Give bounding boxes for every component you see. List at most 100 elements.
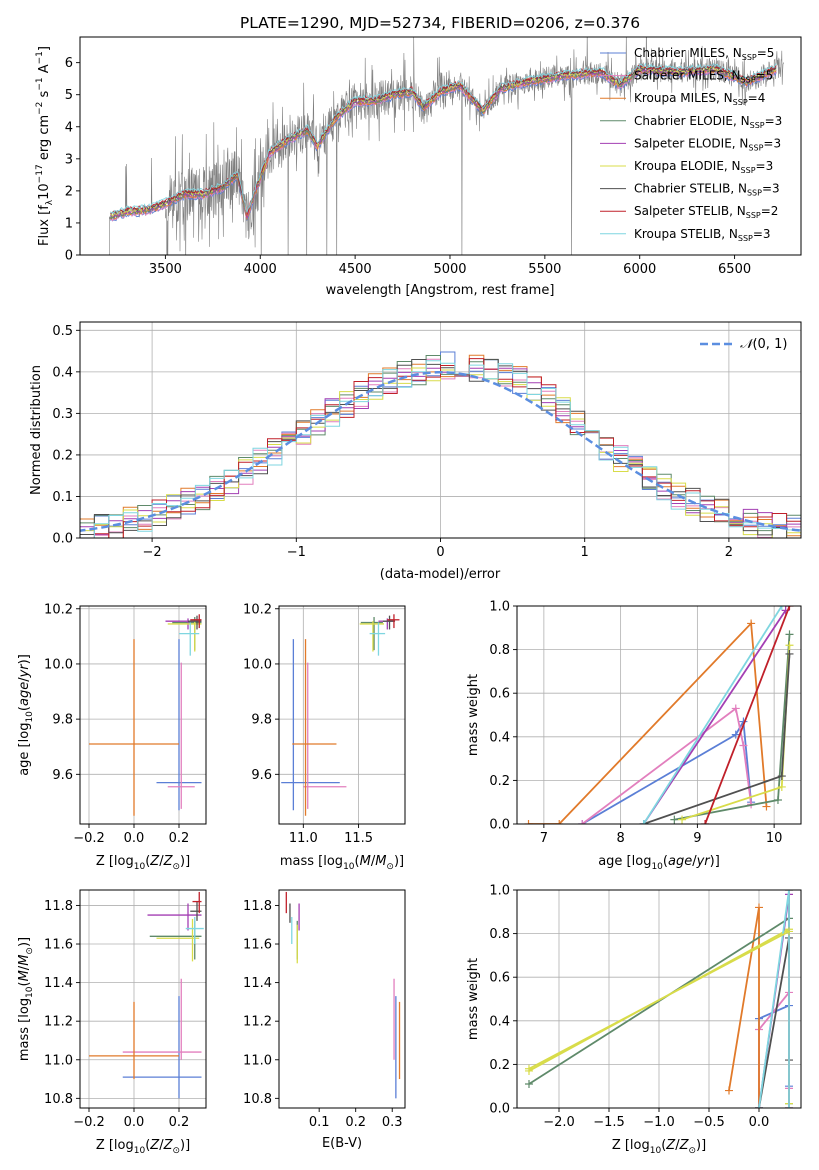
label-part: M xyxy=(17,970,32,981)
mw-marker-kroupa_stelib xyxy=(639,820,648,824)
massZ-ylabel: mass [log10(M/M⊙)] xyxy=(17,937,35,1061)
label-part: yr xyxy=(696,854,712,869)
y-tick-label: 11.8 xyxy=(243,899,272,914)
legend-sub: SSP xyxy=(742,53,757,62)
label-part: / xyxy=(692,854,697,869)
label-part: ( xyxy=(17,706,32,711)
y-tick-label: 0.4 xyxy=(489,1014,510,1029)
label-part: ] xyxy=(37,46,52,51)
y-tick-label: 0 xyxy=(65,249,73,264)
plot-area xyxy=(281,614,400,816)
ageM-xlabel: mass [log10(M/M⊙)] xyxy=(280,854,404,872)
legend-base: Salpeter STELIB, N xyxy=(634,204,746,218)
ageZ-xlabel: Z [log10(Z/Z⊙)] xyxy=(96,854,190,872)
label-part: erg cm xyxy=(37,115,52,164)
label-part: age [log xyxy=(598,854,651,869)
axes-frame-rect xyxy=(516,605,802,825)
axes-frame: −2 −1 0 1 2 0.0 0.1 0.2 0.3 0.4 0.5 𝒩(0, 1) (data-mo… xyxy=(29,321,802,582)
x-tick-label: 0.0 xyxy=(124,1115,145,1130)
label-part: −2 xyxy=(35,102,45,115)
label-part: ⊙ xyxy=(386,862,394,872)
axes-frame: 0.1 0.2 0.3 10.8 11.0 11.2 11.4 11.6 11.8 E(B-V) xyxy=(243,889,406,1151)
spectrum-xlabel: wavelength [Angstrom, rest frame] xyxy=(326,283,555,298)
y-tick-label: 11.0 xyxy=(243,1053,272,1068)
x-tick-label: −1.0 xyxy=(643,1115,675,1130)
mw-marker-kroupa_stelib xyxy=(785,1104,793,1108)
legend-n: =5 xyxy=(757,46,775,60)
y-tick-label: 0.6 xyxy=(489,687,510,702)
y-tick-label: 0.0 xyxy=(489,818,510,833)
label-part: Z xyxy=(149,854,160,869)
axes-frame: 3500 4000 4500 5000 5500 6000 6500 0 1 2 3 4 5 6 Chabr… xyxy=(35,36,802,298)
x-tick-label: −1 xyxy=(287,545,306,560)
legend-sub: SSP xyxy=(748,143,763,152)
mw-marker-salpeter_stelib xyxy=(701,820,710,824)
mw-line-salpeter_elodie xyxy=(642,609,787,824)
mw-marker-kroupa_stelib xyxy=(755,1104,763,1108)
plot-spectrum: 3500 4000 4500 5000 5500 6000 6500 0 1 2 3 4 5 6 Chabr… xyxy=(35,36,802,298)
x-tick-label: 9 xyxy=(693,831,701,846)
x-tick-label: 11.0 xyxy=(289,831,318,846)
plot-area xyxy=(80,351,801,538)
legend-n: =3 xyxy=(756,159,774,173)
normal-curve xyxy=(80,371,801,532)
y-tick-label: 2 xyxy=(65,184,73,199)
label-part: 10 xyxy=(25,711,35,723)
x-tick-label: 6000 xyxy=(623,262,656,277)
plot-area xyxy=(524,606,794,824)
legend-sub: SSP xyxy=(746,211,761,220)
y-tick-label: 0.6 xyxy=(489,971,510,986)
label-part: M xyxy=(375,854,386,869)
legend-label-salpeter_miles: Salpeter MILES, NSSP=5 xyxy=(634,69,773,85)
mw-marker-kroupa_elodie xyxy=(785,927,793,936)
y-tick-label: 0.8 xyxy=(489,643,510,658)
mw-line-kroupa_miles xyxy=(528,621,768,824)
label-part: )] xyxy=(696,1138,706,1153)
label-part: ( xyxy=(145,854,150,869)
plot-area xyxy=(89,891,204,1099)
y-tick-label: 11.8 xyxy=(44,899,73,914)
legend-n: =4 xyxy=(748,91,766,105)
mw-line-kroupa_elodie xyxy=(528,930,790,1070)
label-part: age xyxy=(17,682,32,706)
label-part: / xyxy=(675,1138,680,1153)
mw-line-salpeter_miles xyxy=(758,989,790,1108)
y-tick-label: 0.4 xyxy=(489,730,510,745)
y-tick-label: 0.2 xyxy=(52,448,73,463)
y-tick-label: 0.3 xyxy=(52,407,73,422)
mwZ-xlabel: Z [log10(Z/Z⊙)] xyxy=(612,1138,706,1156)
label-part: ( xyxy=(17,981,32,986)
mw-marker-kroupa_elodie xyxy=(777,782,786,791)
mw-marker-salpeter_miles xyxy=(739,741,748,750)
mw-marker-chabrier_stelib xyxy=(777,772,786,781)
mw-marker-chabrier_elodie xyxy=(670,815,679,824)
y-tick-label: 11.6 xyxy=(44,938,73,953)
label-part: )] xyxy=(180,854,190,869)
x-tick-label: 0.2 xyxy=(169,1115,190,1130)
x-tick-label: 5000 xyxy=(433,262,466,277)
legend-base: Kroupa ELODIE, N xyxy=(634,159,741,173)
mw-line-salpeter_stelib xyxy=(704,606,791,824)
legend-n: =3 xyxy=(763,136,781,150)
mwAge-xlabel: age [log10(age/yr)] xyxy=(598,854,720,872)
mw-marker-kroupa_miles xyxy=(755,903,763,912)
label-part: )] xyxy=(394,854,404,869)
legend-n: =3 xyxy=(762,182,780,196)
legend-label-kroupa_stelib: Kroupa STELIB, NSSP=3 xyxy=(634,227,771,243)
y-tick-label: 10.2 xyxy=(44,602,73,617)
label-part: Z [log xyxy=(96,854,134,869)
mw-line-salpeter_miles xyxy=(581,706,752,824)
axes-frame: −0.2 0.0 0.2 10.8 11.0 11.2 11.4 11.6 11.8 Z [log… xyxy=(17,889,207,1156)
axes-frame-rect xyxy=(79,605,207,825)
mw-marker-kroupa_miles xyxy=(524,820,533,824)
legend-label-kroupa_elodie: Kroupa ELODIE, NSSP=3 xyxy=(634,159,773,175)
label-part: / xyxy=(17,965,32,970)
mw-marker-kroupa_elodie xyxy=(785,641,794,650)
spectrum-ylabel: Flux [fλ10−17 erg cm−2 s−1 A−1] xyxy=(35,46,55,246)
y-tick-label: 11.6 xyxy=(243,938,272,953)
legend-label-chabrier_stelib: Chabrier STELIB, NSSP=3 xyxy=(634,182,780,198)
label-part: 10 xyxy=(25,986,35,998)
label-part: yr xyxy=(17,663,32,679)
mw-line-chabrier_stelib xyxy=(643,653,791,824)
